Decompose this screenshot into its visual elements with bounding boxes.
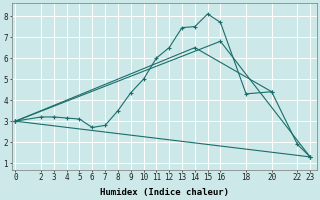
X-axis label: Humidex (Indice chaleur): Humidex (Indice chaleur): [100, 188, 228, 197]
